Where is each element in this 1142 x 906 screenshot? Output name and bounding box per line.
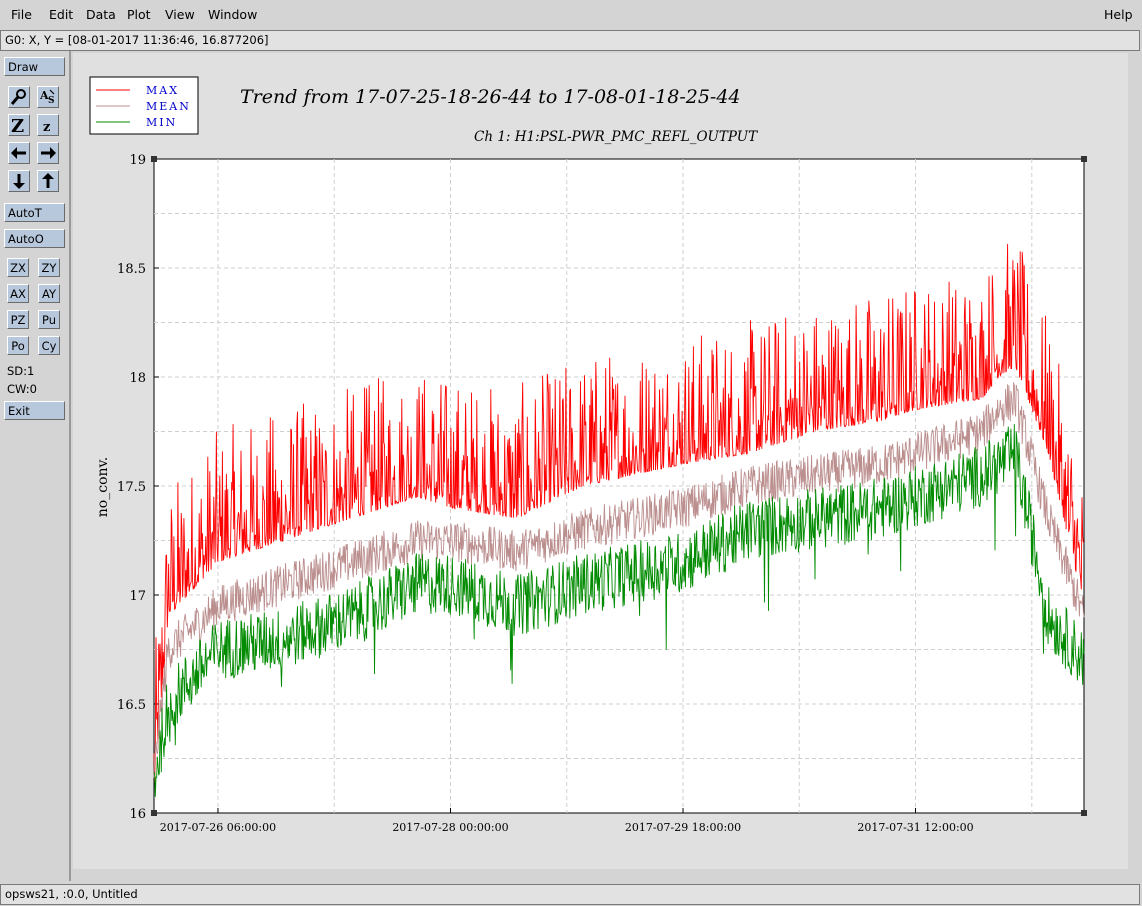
scroll-up-button[interactable] [37,170,59,192]
autoscale-text-icon: A S [39,89,55,106]
y-axis-label: no_conv. [95,457,111,517]
zoom-in-button[interactable]: Z [8,114,30,136]
scroll-down-button[interactable] [8,170,30,192]
x-tick-labels: 2017-07-26 06:00:00 2017-07-28 00:00:00 20… [160,808,974,834]
legend-max-label: MAX [146,84,179,97]
y-tick-label: 16.5 [117,698,146,713]
menu-plot[interactable]: Plot [127,7,151,22]
cy-button[interactable]: Cy [38,336,60,355]
plot-panel: MAX MEAN MIN Trend from 17-07-25-18-26-4… [73,53,1128,869]
mean-trace [153,382,1085,778]
y-tick-label: 19 [129,153,146,168]
zy-button[interactable]: ZY [38,258,60,277]
x-tick-label: 2017-07-26 06:00:00 [160,821,276,834]
arrow-down-icon [13,174,25,189]
menu-data[interactable]: Data [86,7,116,22]
status-bar: opsws21, :0.0, Untitled [0,884,1140,905]
y-tick-label: 18 [129,371,146,386]
zoom-in-icon: Z [11,116,24,134]
pu-button[interactable]: Pu [38,310,60,329]
menu-help[interactable]: Help [1104,7,1133,22]
grid-lines [154,159,1084,813]
corner-handle-bottom-left[interactable] [151,810,157,816]
arrow-up-icon [42,173,54,188]
y-tick-label: 18.5 [117,262,146,277]
y-tick-label: 17 [129,589,146,604]
x-tick-label: 2017-07-29 18:00:00 [625,821,741,834]
legend-min-label: MIN [146,116,177,129]
status-text: opsws21, :0.0, Untitled [5,887,138,901]
ay-button[interactable]: AY [38,284,60,303]
corner-handle-bottom-right[interactable] [1081,810,1087,816]
trend-plot[interactable]: MAX MEAN MIN Trend from 17-07-25-18-26-4… [73,53,1128,869]
arrow-right-icon [41,147,56,159]
y-tick-label: 16 [129,807,146,822]
y-tick-label: 17.5 [117,480,146,495]
menu-bar: File Edit Data Plot View Window Help [0,0,1142,29]
min-trace [153,423,1085,797]
autoo-button[interactable]: AutoO [4,229,65,248]
arrow-left-icon [11,147,26,159]
corner-handle-top-left[interactable] [151,156,157,162]
svg-text:Z: Z [11,116,24,134]
svg-text:S: S [48,96,55,106]
tool-panel: Draw A S Z z [0,51,71,881]
autot-button[interactable]: AutoT [4,203,65,222]
corner-handle-top-right[interactable] [1081,156,1087,162]
exit-button[interactable]: Exit [4,401,65,420]
po-button[interactable]: Po [7,336,29,355]
zoom-out-button[interactable]: z [37,114,59,136]
x-tick-label: 2017-07-31 12:00:00 [857,821,973,834]
max-trace [153,243,1085,783]
trend-traces [153,243,1085,797]
ax-button[interactable]: AX [7,284,29,303]
scroll-left-button[interactable] [8,142,30,164]
menu-file[interactable]: File [11,7,32,22]
draw-button[interactable]: Draw [4,57,65,76]
menu-view[interactable]: View [165,7,195,22]
coordinate-readout: G0: X, Y = [08-01-2017 11:36:46, 16.8772… [5,33,269,47]
coordinate-readout-bar: G0: X, Y = [08-01-2017 11:36:46, 16.8772… [0,30,1140,51]
sd-indicator: SD:1 [7,364,35,378]
magnifier-icon [10,89,26,105]
cw-indicator: CW:0 [7,382,37,396]
menu-window[interactable]: Window [208,7,258,22]
chart-title: Trend from 17-07-25-18-26-44 to 17-08-01… [240,86,741,108]
autoscale-text-button[interactable]: A S [37,86,59,108]
svg-text:A: A [39,89,49,102]
menu-edit[interactable]: Edit [49,7,74,22]
y-tick-labels: 16 16.5 17 17.5 18 18.5 19 [117,153,159,822]
svg-text:z: z [43,120,50,134]
x-tick-label: 2017-07-28 00:00:00 [392,821,508,834]
pz-button[interactable]: PZ [7,310,29,329]
zx-button[interactable]: ZX [7,258,29,277]
zoom-out-icon: z [43,120,50,134]
magnifier-button[interactable] [8,86,30,108]
chart-subtitle: Ch 1: H1:PSL-PWR_PMC_REFL_OUTPUT [474,129,758,145]
legend-mean-label: MEAN [146,100,191,113]
scroll-right-button[interactable] [37,142,59,164]
